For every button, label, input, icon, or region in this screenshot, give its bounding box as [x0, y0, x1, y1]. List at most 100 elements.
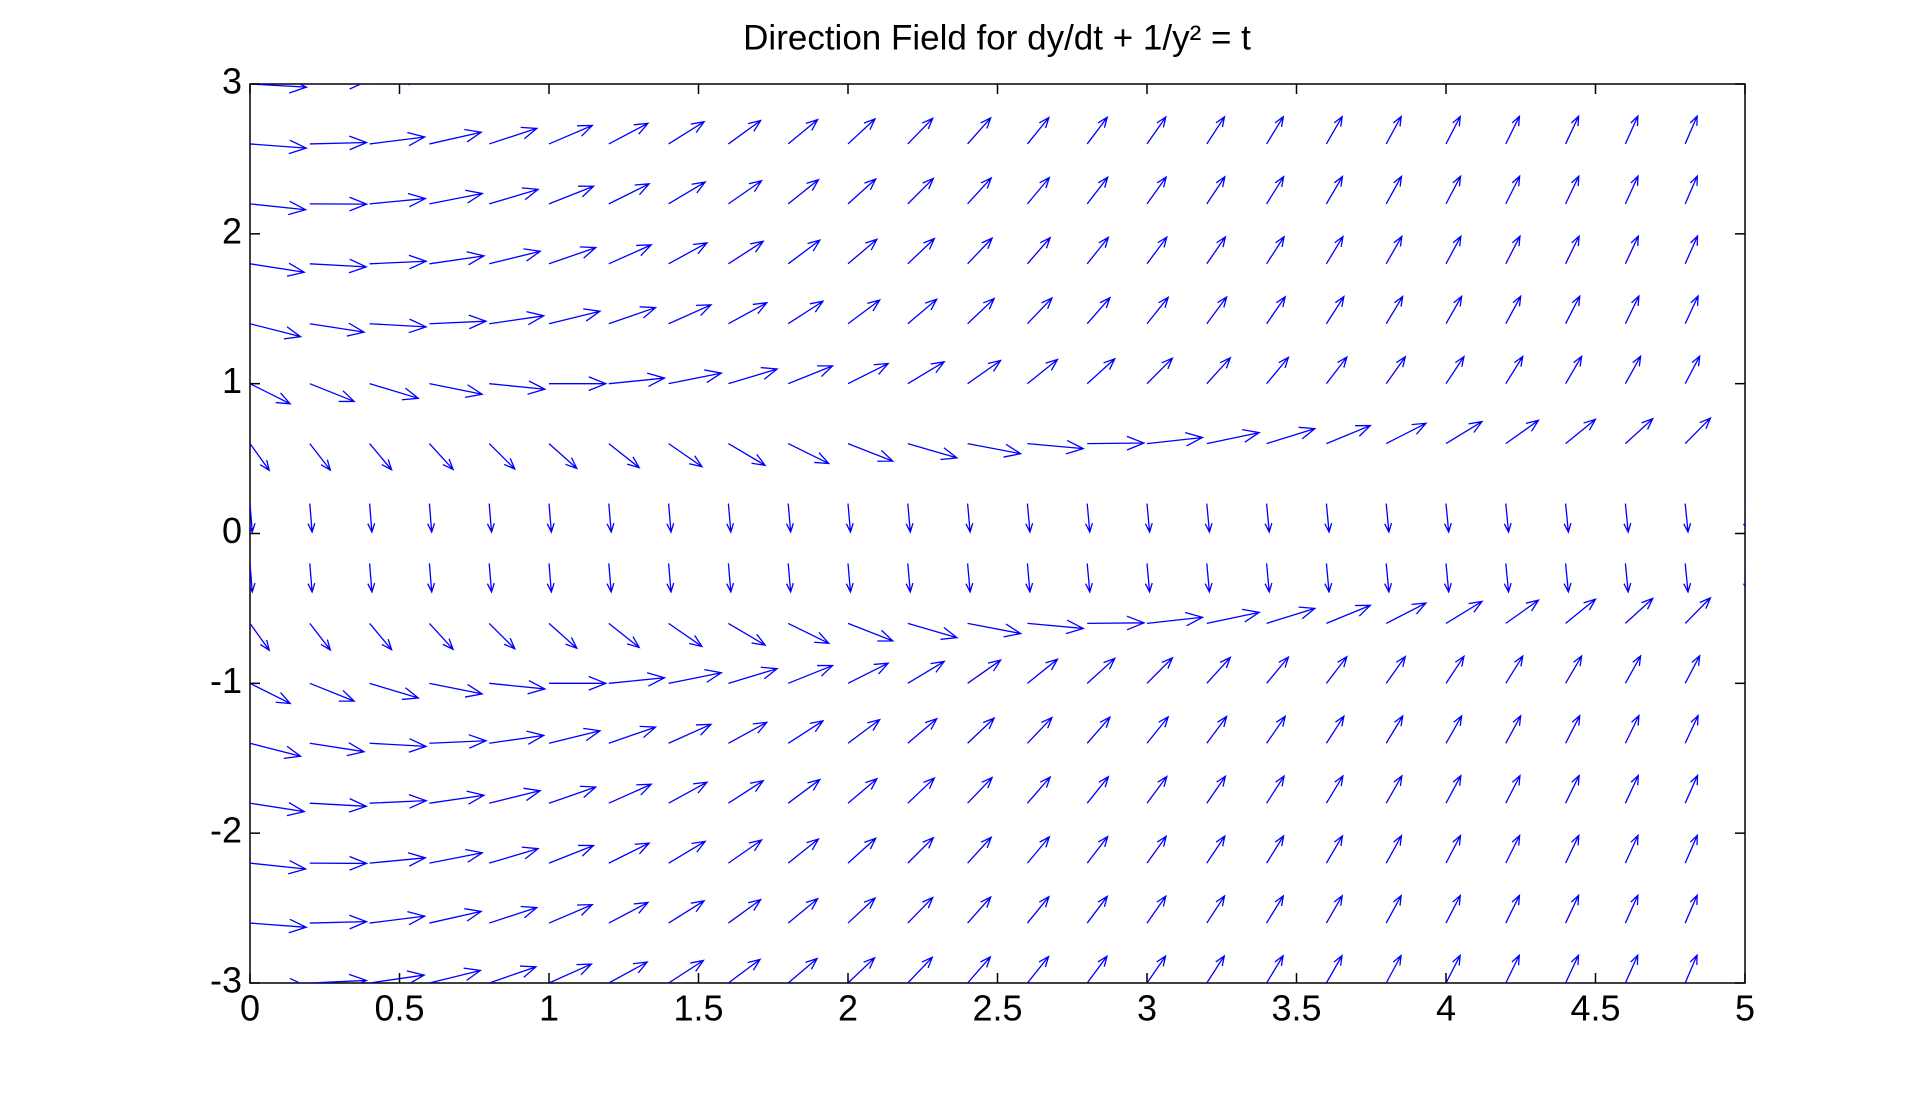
arrow: [726, 563, 735, 594]
arrow: [668, 840, 707, 864]
arrow: [1325, 954, 1343, 983]
arrow: [1624, 833, 1639, 864]
arrow: [548, 246, 598, 265]
arrow: [309, 322, 366, 337]
arrow: [907, 717, 939, 744]
arrow: [1385, 294, 1404, 325]
arrow: [965, 563, 974, 594]
arrow: [1503, 563, 1512, 594]
arrow: [1026, 895, 1050, 924]
arrow: [549, 84, 551, 85]
arrow: [668, 668, 724, 684]
arrow: [1624, 893, 1639, 924]
arrow: [548, 308, 602, 325]
arrow: [1206, 235, 1227, 265]
arrow: [1446, 84, 1447, 85]
arrow: [1085, 503, 1094, 534]
arrow: [1565, 234, 1580, 265]
arrow: [429, 84, 433, 85]
arrow: [608, 244, 653, 265]
arrow: [549, 376, 608, 392]
arrow: [1385, 234, 1403, 265]
arrow: [608, 84, 611, 85]
arrow: [907, 836, 935, 864]
arrow: [1624, 654, 1642, 684]
arrow: [608, 372, 667, 388]
arrow: [967, 776, 994, 804]
arrow: [1026, 176, 1051, 205]
arrow: [907, 237, 936, 265]
arrow: [1685, 84, 1686, 85]
arrow: [1565, 598, 1597, 624]
arrow: [1206, 428, 1261, 445]
arrow: [1505, 174, 1521, 205]
arrow: [369, 794, 428, 809]
arrow: [1025, 503, 1034, 534]
arrow: [489, 730, 546, 745]
arrow: [847, 662, 890, 684]
arrow: [907, 622, 959, 640]
arrow: [1445, 654, 1465, 684]
arrow: [967, 116, 992, 145]
arrow: [1684, 416, 1712, 445]
arrow: [1744, 322, 1745, 324]
arrow: [1742, 503, 1745, 528]
x-tick-label: 0: [240, 988, 260, 1029]
arrow: [1086, 657, 1117, 684]
x-tick-label: 2: [838, 988, 858, 1029]
arrow: [1266, 84, 1268, 85]
arrow: [845, 563, 854, 594]
arrow: [668, 181, 707, 205]
arrow: [907, 298, 939, 325]
arrow: [309, 135, 369, 151]
arrow: [488, 126, 539, 145]
arrow: [1744, 202, 1745, 204]
arrow: [1744, 262, 1745, 264]
arrow: [1026, 116, 1050, 145]
arrow: [250, 623, 271, 652]
arrow: [606, 503, 615, 534]
arrow: [488, 965, 538, 983]
arrow: [668, 304, 713, 325]
arrow: [489, 787, 542, 804]
arrow: [429, 383, 484, 399]
arrow: [1624, 953, 1639, 983]
arrow: [1146, 356, 1174, 385]
arrow: [1325, 894, 1344, 924]
arrow: [1206, 608, 1261, 625]
arrow: [1623, 563, 1632, 594]
arrow: [1086, 357, 1117, 385]
arrow: [728, 622, 767, 647]
arrow: [489, 248, 542, 265]
arrow: [1266, 606, 1317, 625]
arrow: [1384, 563, 1393, 594]
arrow: [250, 918, 308, 934]
arrow: [1684, 174, 1698, 205]
arrow: [1266, 426, 1317, 445]
arrow: [1026, 658, 1059, 684]
arrow: [1505, 714, 1522, 744]
arrow: [1326, 424, 1372, 445]
arrow: [608, 961, 649, 983]
arrow: [1385, 953, 1402, 983]
arrow: [1445, 953, 1461, 983]
arrow: [489, 84, 492, 85]
arrow: [429, 189, 485, 205]
arrow: [1146, 235, 1168, 265]
arrow: [1266, 714, 1287, 744]
arrow: [907, 177, 935, 205]
arrow: [1684, 953, 1698, 983]
arrow: [1684, 596, 1712, 624]
arrow: [1325, 235, 1344, 265]
arrow: [1684, 713, 1699, 744]
arrow: [489, 187, 540, 205]
arrow: [1505, 893, 1521, 924]
arrow: [728, 779, 765, 804]
arrow: [1086, 175, 1109, 205]
arrow: [1146, 115, 1167, 145]
arrow: [728, 898, 763, 924]
arrow: [369, 910, 427, 926]
arrow: [1204, 503, 1213, 534]
arrow: [847, 299, 882, 325]
